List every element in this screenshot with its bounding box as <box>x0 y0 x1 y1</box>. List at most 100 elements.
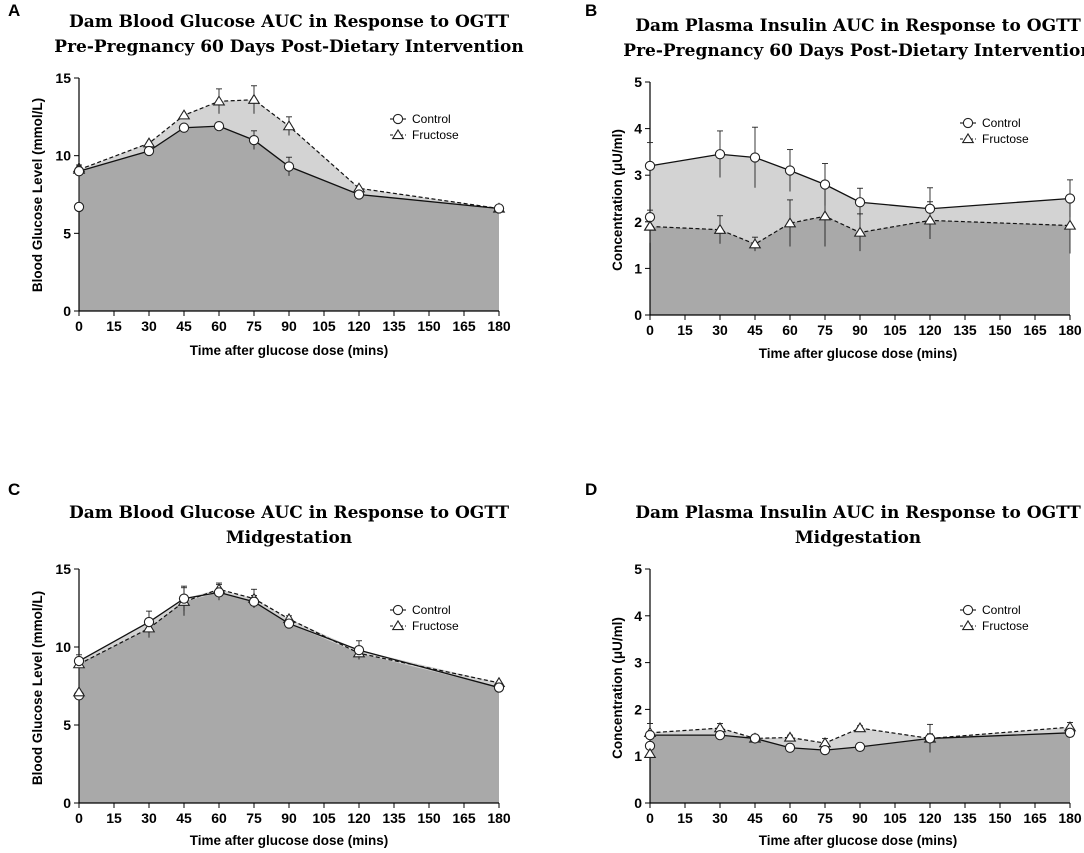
legend-marker-fructose <box>961 619 975 631</box>
data-point-control <box>248 134 260 146</box>
legend-marker-control <box>962 117 974 129</box>
x-tick-label: 165 <box>1023 322 1047 338</box>
x-tick-label: 90 <box>852 322 868 338</box>
data-point-control <box>784 165 796 176</box>
area-fill-lower <box>79 126 499 311</box>
data-point-control <box>644 160 656 172</box>
x-tick-label: 90 <box>281 318 297 334</box>
legend-marker-fructose <box>961 132 975 144</box>
panel-letter-d: D <box>585 480 597 499</box>
legend-marker-control <box>392 604 404 616</box>
y-tick-label: 1 <box>634 260 642 276</box>
chart-title-line-1: Dam Plasma Insulin AUC in Response to OG… <box>635 16 1081 36</box>
y-tick-label: 2 <box>634 701 642 717</box>
y-tick-label: 2 <box>634 214 642 230</box>
data-point-control <box>819 179 831 190</box>
x-tick-label: 15 <box>106 318 122 334</box>
x-tick-label: 150 <box>417 810 441 826</box>
y-tick-label: 0 <box>63 303 71 319</box>
data-point-control-baseline <box>73 201 85 213</box>
legend-marker-fructose <box>391 619 405 631</box>
x-axis-label: Time after glucose dose (mins) <box>759 833 958 848</box>
x-tick-label: 150 <box>988 322 1012 338</box>
data-point-control <box>143 616 155 628</box>
data-point-fructose-baseline <box>72 686 86 697</box>
chart-title-line-2: Pre-Pregnancy 60 Days Post-Dietary Inter… <box>623 41 1084 61</box>
x-tick-label: 30 <box>712 810 728 826</box>
x-tick-label: 165 <box>452 810 476 826</box>
data-point-control <box>1064 727 1076 738</box>
x-tick-label: 135 <box>953 810 977 826</box>
x-tick-label: 135 <box>953 322 977 338</box>
data-point-control <box>353 644 365 656</box>
data-point-control-baseline <box>644 211 656 223</box>
x-tick-label: 45 <box>176 810 192 826</box>
x-tick-label: 180 <box>1058 322 1082 338</box>
y-tick-label: 3 <box>634 167 642 183</box>
x-tick-label: 0 <box>646 322 654 338</box>
x-tick-label: 165 <box>452 318 476 334</box>
legend-label-control: Control <box>412 112 451 126</box>
data-point-fructose <box>853 226 867 237</box>
x-tick-label: 180 <box>487 810 511 826</box>
panel-b: B Dam Plasma Insulin AUC in Response to … <box>585 1 1084 361</box>
data-point-control <box>178 122 190 133</box>
legend-label-fructose: Fructose <box>982 619 1029 633</box>
series-line-fructose <box>649 215 1071 245</box>
data-point-fructose <box>783 731 797 742</box>
data-point-control <box>1064 193 1076 204</box>
data-point-control <box>924 733 936 744</box>
x-tick-label: 90 <box>852 810 868 826</box>
y-axis-label: Concentration (μU/ml) <box>610 617 625 759</box>
x-tick-label: 180 <box>487 318 511 334</box>
data-point-fructose <box>212 95 226 106</box>
data-point-fructose <box>247 93 261 104</box>
data-point-fructose <box>142 622 156 633</box>
chart-title-line-2: Midgestation <box>226 528 352 548</box>
chart-title-line-1: Dam Blood Glucose AUC in Response to OGT… <box>69 12 509 32</box>
x-tick-label: 120 <box>918 810 942 826</box>
data-point-control <box>784 742 796 753</box>
legend-marker-fructose <box>391 128 405 140</box>
chart-title-line-2: Pre-Pregnancy 60 Days Post-Dietary Inter… <box>54 37 523 57</box>
y-tick-label: 5 <box>634 74 642 90</box>
data-point-control <box>213 121 225 132</box>
x-tick-label: 120 <box>347 318 371 334</box>
x-tick-label: 105 <box>883 322 907 338</box>
x-tick-label: 105 <box>312 318 336 334</box>
legend: Control Fructose <box>960 603 1029 633</box>
data-point-control <box>924 203 936 214</box>
area-fill-lower <box>650 216 1070 315</box>
y-tick-label: 15 <box>55 561 71 577</box>
x-tick-label: 150 <box>417 318 441 334</box>
x-tick-label: 30 <box>712 322 728 338</box>
y-tick-label: 0 <box>634 307 642 323</box>
data-point-control <box>749 733 761 744</box>
data-point-control <box>714 729 726 741</box>
data-point-fructose <box>923 214 937 225</box>
y-tick-label: 10 <box>55 639 71 655</box>
y-tick-label: 4 <box>634 608 642 624</box>
legend-label-fructose: Fructose <box>412 128 459 142</box>
data-point-control <box>283 161 295 172</box>
x-tick-label: 120 <box>918 322 942 338</box>
y-axis-label: Blood Glucose Level (mmol/L) <box>30 591 45 785</box>
series-line-control <box>650 732 1071 751</box>
panel-letter-b: B <box>585 1 597 20</box>
x-tick-label: 30 <box>141 810 157 826</box>
x-tick-label: 60 <box>782 322 798 338</box>
panel-a: A Dam Blood Glucose AUC in Response to O… <box>8 1 524 358</box>
y-tick-label: 4 <box>634 121 642 137</box>
y-axis-label: Concentration (μU/ml) <box>610 129 625 271</box>
data-point-control <box>749 152 761 163</box>
y-tick-label: 5 <box>63 225 71 241</box>
x-tick-label: 105 <box>883 810 907 826</box>
data-point-control <box>353 189 365 200</box>
x-tick-label: 45 <box>747 810 763 826</box>
x-tick-label: 105 <box>312 810 336 826</box>
chart-title-line-1: Dam Blood Glucose AUC in Response to OGT… <box>69 503 509 523</box>
data-point-fructose <box>643 220 657 231</box>
area-fill-lower <box>650 732 1070 803</box>
